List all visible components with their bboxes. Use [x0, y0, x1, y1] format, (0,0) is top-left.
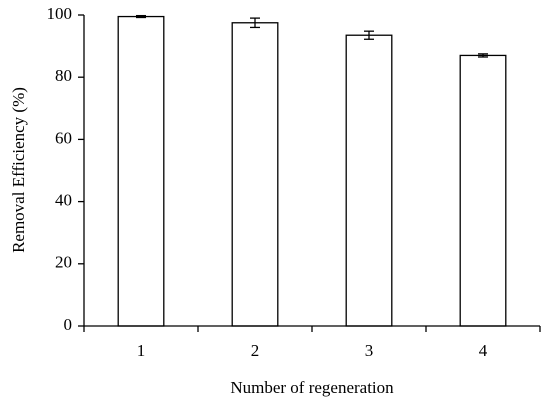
- x-tick-label: 4: [479, 341, 488, 360]
- x-tick-label: 3: [365, 341, 374, 360]
- y-tick-label: 0: [64, 315, 73, 334]
- bar: [117, 15, 165, 327]
- y-tick-label: 20: [55, 253, 72, 272]
- y-tick-label: 80: [55, 66, 72, 85]
- x-tick-label: 2: [251, 341, 260, 360]
- bar: [459, 54, 507, 327]
- bar: [231, 22, 279, 327]
- y-tick-label: 60: [55, 128, 72, 147]
- x-tick-label: 1: [137, 341, 146, 360]
- y-axis-label: Removal Efficiency (%): [9, 87, 28, 253]
- y-tick-label: 40: [55, 191, 72, 210]
- bar: [345, 34, 393, 327]
- y-tick-label: 100: [47, 4, 73, 23]
- x-axis-label: Number of regeneration: [230, 378, 394, 397]
